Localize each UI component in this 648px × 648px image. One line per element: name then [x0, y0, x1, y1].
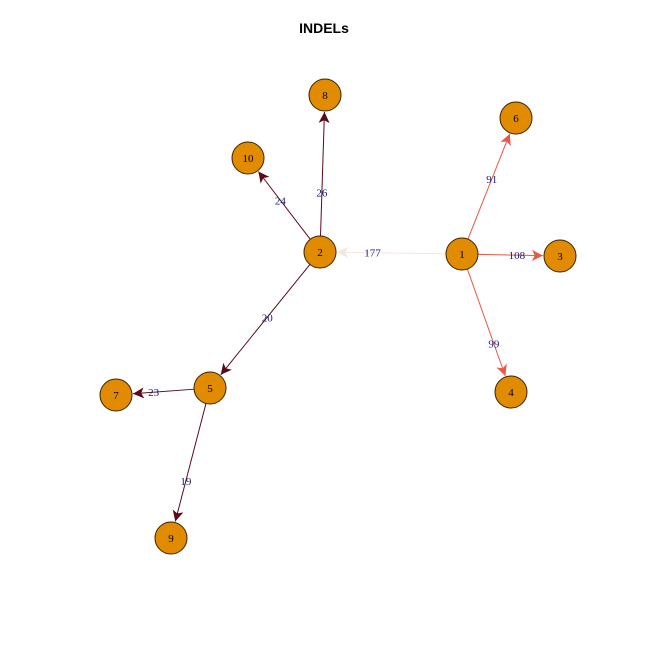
node-10: 10: [231, 141, 265, 175]
node-circle-7: [99, 378, 133, 412]
node-6: 6: [499, 101, 533, 135]
edge-1-6: [467, 133, 511, 240]
node-8: 8: [308, 78, 342, 112]
node-label-5: 5: [207, 383, 213, 395]
node-circle-3: [543, 239, 577, 273]
edge-1-3: [477, 249, 544, 261]
edge-1-4: [466, 268, 507, 377]
node-label-6: 6: [513, 113, 519, 125]
node-label-1: 1: [459, 249, 465, 261]
node-circle-10: [231, 141, 265, 175]
node-circle-1: [445, 237, 479, 271]
edge-2-5: [220, 264, 311, 376]
node-circle-4: [494, 375, 528, 409]
node-1: 1: [445, 237, 479, 271]
node-9: 9: [154, 521, 188, 555]
edge-label-1-2: 177: [364, 248, 381, 260]
node-2: 2: [303, 235, 337, 269]
edge-2-10: [257, 171, 311, 240]
node-5: 5: [193, 371, 227, 405]
node-circle-9: [154, 521, 188, 555]
node-label-2: 2: [317, 247, 323, 259]
node-label-3: 3: [557, 251, 563, 263]
edge-5-7: [132, 387, 195, 399]
edge-label-5-7: 23: [148, 387, 160, 399]
edge-label-1-6: 91: [486, 174, 497, 186]
node-7: 7: [99, 378, 133, 412]
diagram-title: INDELs: [299, 20, 349, 36]
edge-1-2: [336, 246, 447, 258]
node-label-7: 7: [113, 390, 119, 402]
node-label-10: 10: [243, 153, 255, 165]
edge-label-2-5: 20: [262, 312, 274, 324]
edge-2-8: [318, 111, 330, 237]
node-circle-8: [308, 78, 342, 112]
node-circle-5: [193, 371, 227, 405]
node-circle-2: [303, 235, 337, 269]
node-4: 4: [494, 375, 528, 409]
node-circle-6: [499, 101, 533, 135]
node-3: 3: [543, 239, 577, 273]
edge-5-9: [172, 403, 207, 522]
node-label-8: 8: [322, 90, 328, 102]
edges-layer: [132, 111, 544, 522]
edge-label-2-8: 26: [316, 187, 328, 199]
edge-label-2-10: 24: [275, 195, 287, 207]
node-label-9: 9: [168, 533, 174, 545]
edge-label-5-9: 19: [180, 476, 192, 488]
edge-label-1-4: 99: [488, 339, 500, 351]
node-label-4: 4: [508, 387, 514, 399]
edge-label-1-3: 108: [509, 250, 526, 262]
